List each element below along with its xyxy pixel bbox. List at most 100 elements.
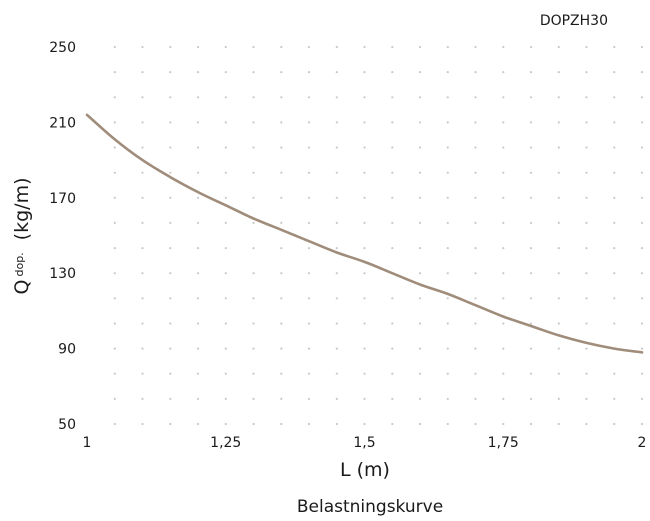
grid-dot	[224, 372, 227, 375]
grid-dot	[196, 71, 200, 74]
grid-dot	[502, 171, 505, 174]
grid-dot	[613, 422, 616, 426]
grid-dot	[474, 272, 477, 275]
x-tick-label: 1	[83, 435, 92, 451]
grid-dot	[474, 322, 477, 325]
grid-dot	[613, 297, 616, 300]
grid-dot	[613, 45, 616, 49]
grid-dot	[640, 121, 644, 124]
grid-dot	[280, 397, 283, 400]
grid-dot	[113, 347, 116, 350]
grid-dot	[391, 347, 394, 350]
grid-dot	[418, 322, 422, 325]
grid-dot	[113, 247, 116, 250]
grid-dot	[557, 247, 560, 250]
grid-dot	[502, 247, 505, 250]
svg-text:Qdop.(kg/m): Qdop. (kg/m)	[11, 178, 33, 295]
grid-dot	[141, 422, 144, 426]
grid-dot	[613, 121, 616, 124]
grid-dot	[446, 121, 449, 124]
grid-dot	[307, 272, 311, 275]
grid-dot	[446, 71, 449, 74]
grid-dot	[252, 372, 255, 375]
grid-dot	[529, 272, 533, 275]
grid-dot	[529, 96, 533, 99]
grid-dot	[502, 196, 505, 199]
grid-dot	[446, 347, 449, 350]
grid-dot	[307, 121, 311, 124]
grid-dot	[307, 96, 311, 99]
grid-dot	[613, 71, 616, 74]
grid-dot	[252, 322, 255, 325]
grid-dot	[446, 372, 449, 375]
grid-dot	[196, 422, 200, 426]
grid-dot	[529, 45, 533, 49]
grid-dot	[169, 347, 172, 350]
grid-dot	[196, 397, 200, 400]
grid-dot	[502, 322, 505, 325]
product-code-label: DOPZH30	[540, 13, 608, 29]
chart-caption: Belastningskurve	[297, 497, 443, 517]
grid-dot	[391, 372, 394, 375]
grid-dot	[502, 221, 505, 224]
grid-dot	[224, 196, 227, 199]
grid-dot	[640, 96, 644, 99]
grid-dot	[474, 347, 477, 350]
grid-dot	[113, 171, 116, 174]
grid-dot	[391, 297, 394, 300]
grid-dot	[224, 121, 227, 124]
grid-dot	[640, 272, 644, 275]
grid-dot	[391, 146, 394, 149]
grid-dot	[613, 397, 616, 400]
grid-dot	[363, 71, 366, 74]
grid-dot	[280, 297, 283, 300]
grid-dot	[335, 121, 338, 124]
grid-dot	[307, 71, 311, 74]
grid-dot	[113, 397, 116, 400]
grid-dot	[252, 347, 255, 350]
grid-dot	[640, 247, 644, 250]
grid-dot	[196, 297, 200, 300]
grid-dot	[585, 196, 588, 199]
grid-dot	[557, 322, 560, 325]
grid-dot	[252, 171, 255, 174]
grid-dot	[585, 171, 588, 174]
grid-dot	[418, 347, 422, 350]
y-tick-label: 250	[49, 40, 76, 56]
grid-dot	[113, 146, 116, 149]
grid-dot	[418, 397, 422, 400]
grid-dot	[640, 196, 644, 199]
grid-dot	[585, 221, 588, 224]
grid-dot	[307, 372, 311, 375]
grid-dot	[196, 322, 200, 325]
grid-dot	[196, 272, 200, 275]
grid-dot	[224, 322, 227, 325]
grid-dot	[529, 196, 533, 199]
grid-dot	[557, 297, 560, 300]
grid-dot	[502, 71, 505, 74]
grid-dot	[196, 347, 200, 350]
grid-dot	[557, 121, 560, 124]
grid-dot	[391, 171, 394, 174]
grid-dot	[391, 45, 394, 49]
grid-dot	[196, 196, 200, 199]
grid-dot	[363, 372, 366, 375]
grid-dot	[280, 272, 283, 275]
grid-dot	[196, 121, 200, 124]
grid-dot	[391, 247, 394, 250]
grid-dot	[252, 397, 255, 400]
grid-dot	[640, 422, 644, 426]
grid-dot	[446, 196, 449, 199]
grid-dot	[252, 45, 255, 49]
grid-dot	[363, 45, 366, 49]
grid-dot	[169, 372, 172, 375]
grid-dot	[224, 171, 227, 174]
grid-dot	[502, 146, 505, 149]
grid-dot	[169, 71, 172, 74]
grid-dot	[474, 397, 477, 400]
grid-dot	[557, 347, 560, 350]
grid-dot	[363, 171, 366, 174]
grid-dot	[613, 96, 616, 99]
grid-dot	[363, 196, 366, 199]
grid-dot	[585, 146, 588, 149]
